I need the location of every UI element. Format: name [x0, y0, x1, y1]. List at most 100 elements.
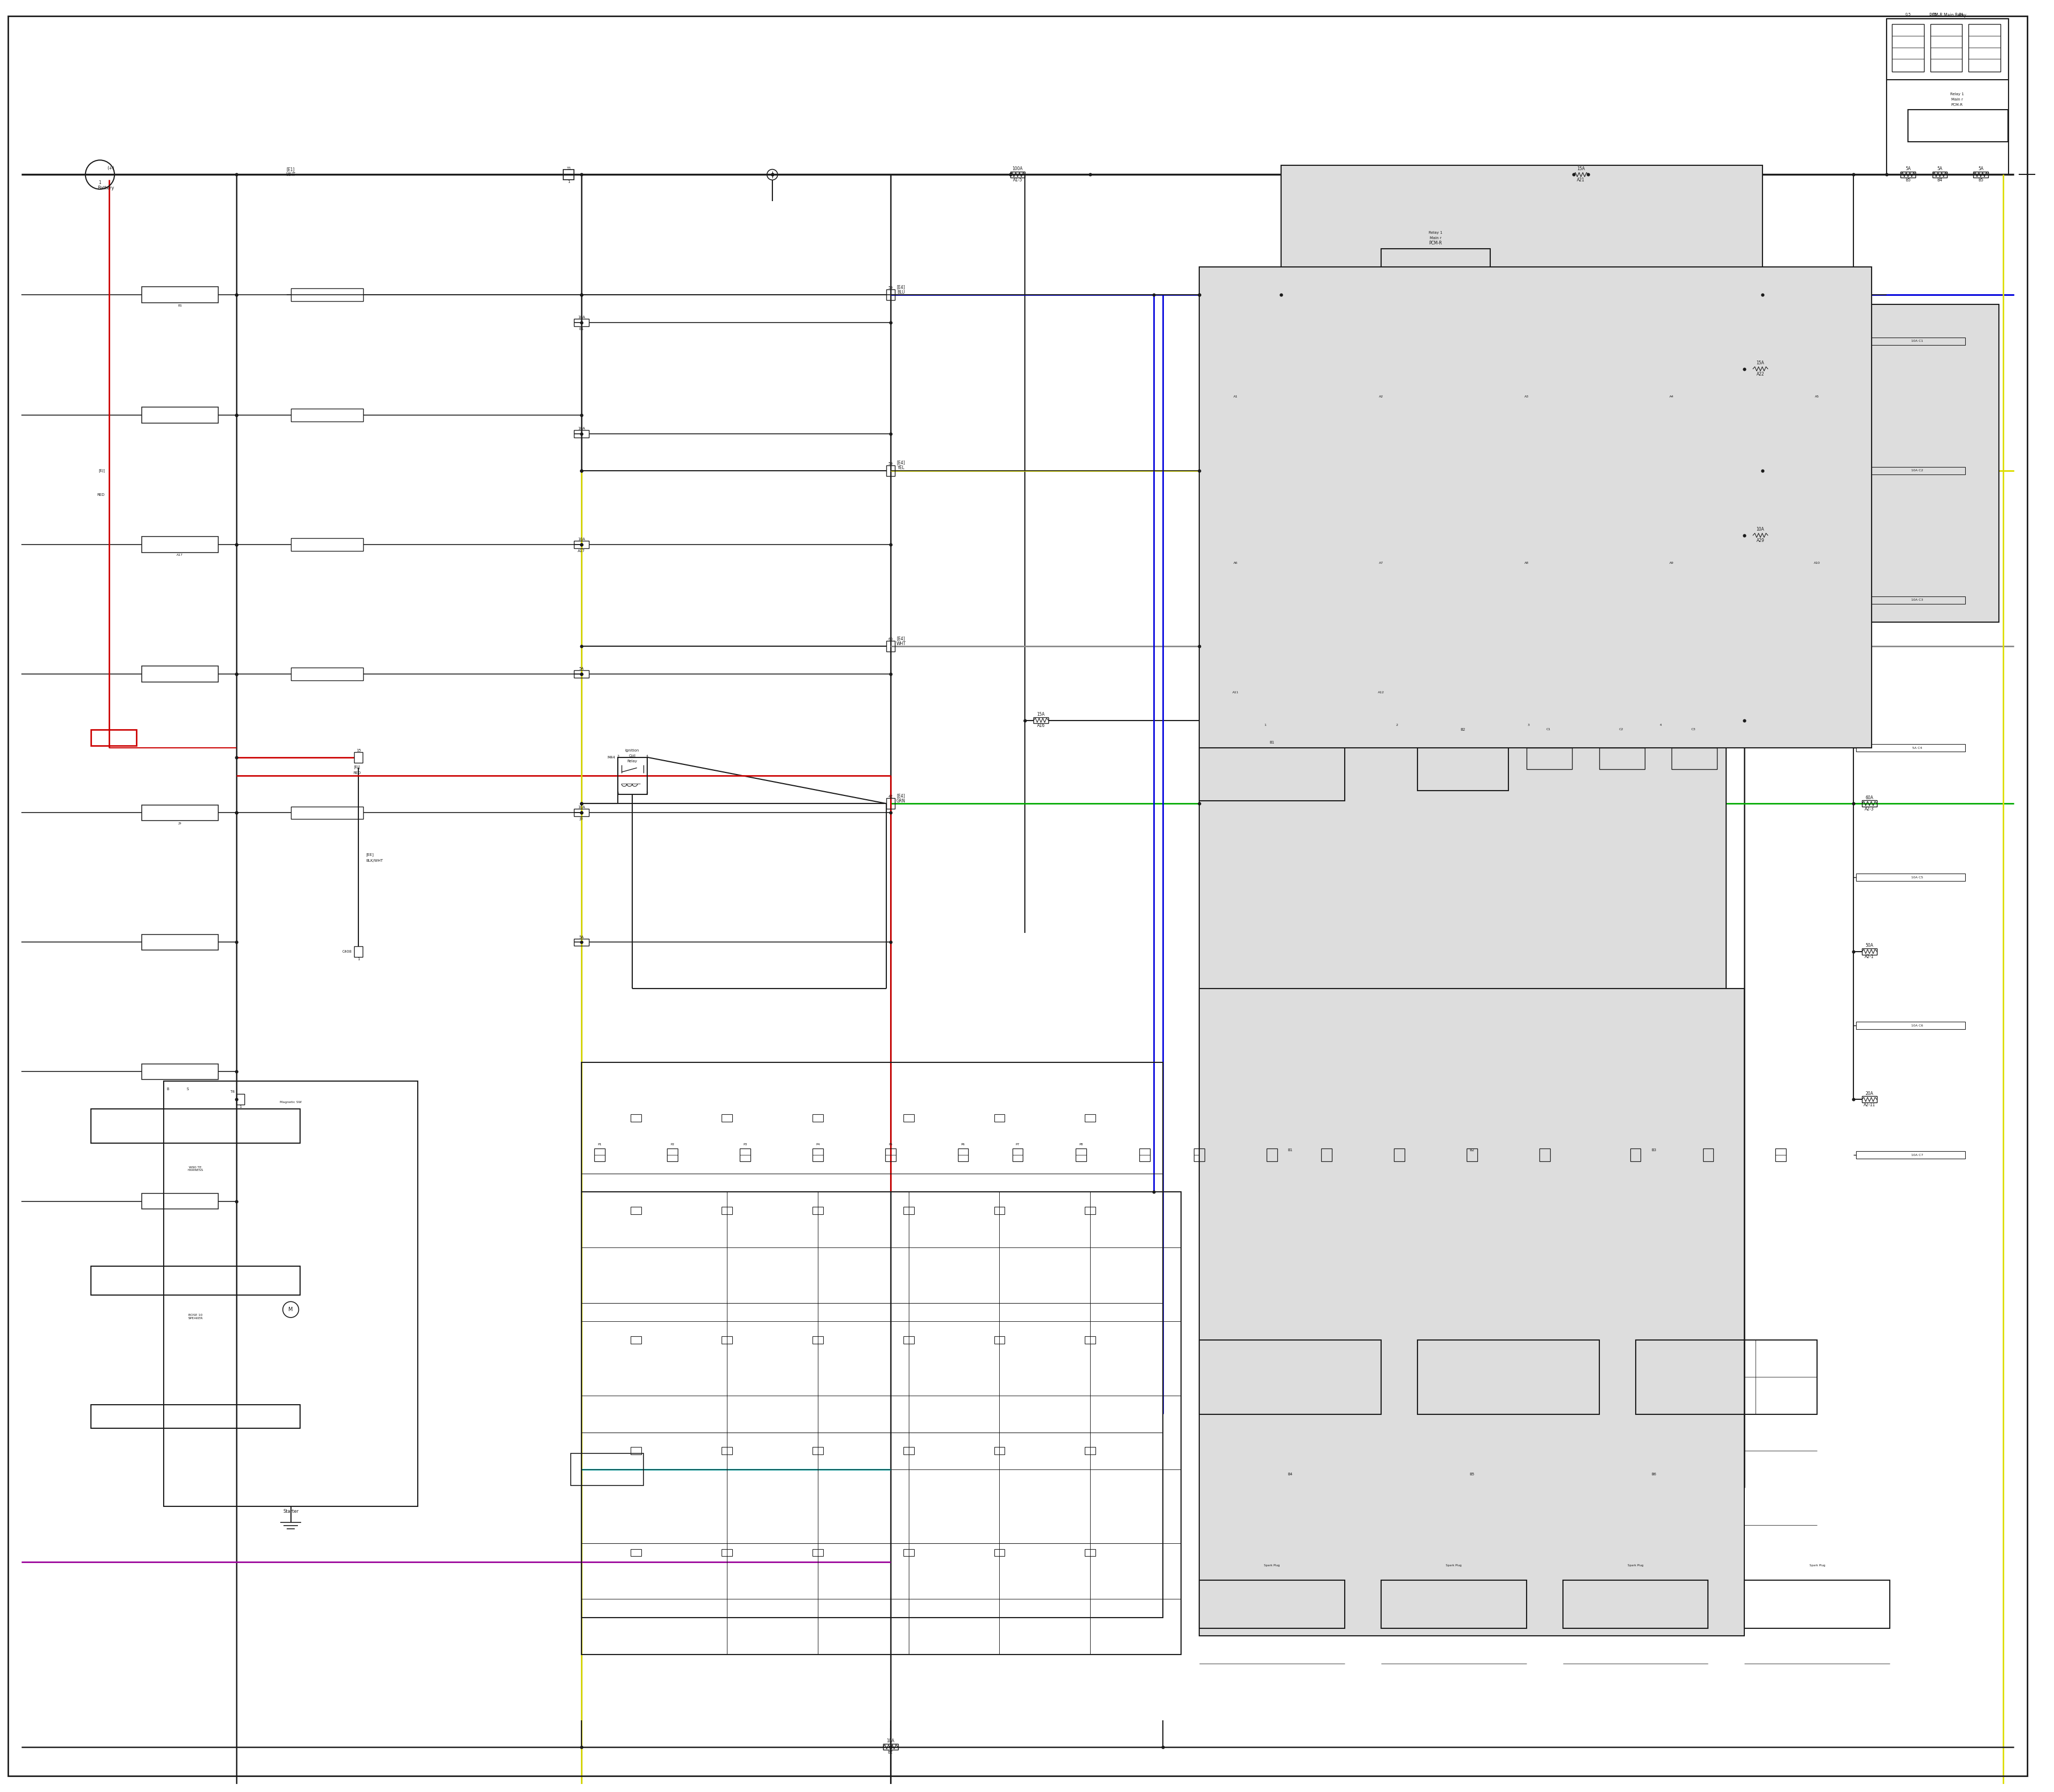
- Text: A3: A3: [1524, 396, 1528, 398]
- Text: J9: J9: [579, 817, 583, 821]
- Bar: [1752, 532, 1768, 539]
- Bar: [164, 1081, 417, 1507]
- Bar: [1752, 366, 1768, 373]
- Bar: [1635, 1340, 1818, 1414]
- Text: Relay: Relay: [626, 760, 637, 763]
- Bar: [994, 1448, 1004, 1455]
- Text: 1: 1: [1263, 724, 1265, 726]
- Text: 10A C2: 10A C2: [1910, 470, 1923, 471]
- Text: 10A: 10A: [577, 315, 585, 319]
- Bar: [668, 1149, 678, 1161]
- Bar: [1085, 1548, 1095, 1555]
- Bar: [1563, 1581, 1709, 1629]
- Text: S: S: [187, 1088, 189, 1091]
- Bar: [1968, 23, 2001, 72]
- Text: A7: A7: [1378, 561, 1382, 564]
- Text: Magnetic SW: Magnetic SW: [279, 1100, 302, 1104]
- Bar: [1033, 717, 1048, 724]
- Text: A9: A9: [1670, 561, 1674, 564]
- Text: B1: B1: [579, 328, 583, 330]
- Text: 15: 15: [355, 749, 362, 753]
- Bar: [1526, 747, 1571, 769]
- Text: Coil: Coil: [629, 754, 635, 758]
- Bar: [885, 797, 896, 808]
- Text: 1: 1: [567, 181, 569, 183]
- Text: Spark Plug: Spark Plug: [1810, 1564, 1826, 1566]
- Bar: [573, 939, 589, 946]
- Bar: [1467, 1149, 1477, 1161]
- Text: 4: 4: [645, 754, 649, 758]
- Bar: [1380, 249, 1489, 290]
- Bar: [142, 934, 218, 950]
- Text: Spark Plug: Spark Plug: [1627, 1564, 1643, 1566]
- Bar: [813, 1337, 824, 1344]
- Bar: [355, 753, 364, 763]
- Text: B5: B5: [1906, 177, 1910, 183]
- Text: 42: 42: [887, 796, 893, 797]
- Text: 3: 3: [616, 754, 618, 758]
- Bar: [1892, 23, 1925, 72]
- Text: Spark Plug: Spark Plug: [1263, 1564, 1280, 1566]
- Bar: [1011, 172, 1025, 177]
- Bar: [142, 667, 218, 683]
- Bar: [1703, 1149, 1713, 1161]
- Text: A2-3: A2-3: [1865, 806, 1873, 812]
- Bar: [904, 1115, 914, 1122]
- Text: 3: 3: [1528, 724, 1530, 726]
- Bar: [631, 1206, 641, 1215]
- Text: C408: C408: [343, 950, 351, 953]
- Text: C2: C2: [1619, 728, 1623, 731]
- Bar: [142, 407, 218, 423]
- Text: 60A: 60A: [1865, 796, 1873, 799]
- Text: [E4]: [E4]: [898, 636, 906, 642]
- Bar: [1076, 1149, 1087, 1161]
- Text: 10A C6: 10A C6: [1910, 1025, 1923, 1027]
- Bar: [573, 670, 589, 677]
- Bar: [1200, 1581, 1345, 1629]
- Text: 1: 1: [357, 957, 359, 961]
- Bar: [994, 1115, 1004, 1122]
- Text: B4: B4: [1960, 13, 1964, 16]
- Bar: [90, 729, 136, 745]
- Bar: [1933, 172, 1947, 177]
- Bar: [1775, 1149, 1787, 1161]
- Bar: [581, 1063, 1163, 1618]
- Bar: [813, 1548, 824, 1555]
- Text: 15A: 15A: [1037, 711, 1045, 717]
- Bar: [721, 1337, 731, 1344]
- Bar: [1267, 1149, 1278, 1161]
- Bar: [573, 808, 589, 817]
- Bar: [90, 1109, 300, 1143]
- Bar: [1200, 729, 1725, 1192]
- Bar: [1582, 287, 1614, 303]
- Text: P3: P3: [744, 1143, 748, 1145]
- Text: P4: P4: [815, 1143, 820, 1145]
- Text: 10A: 10A: [887, 1738, 893, 1744]
- Text: BLK/WHT: BLK/WHT: [366, 858, 382, 862]
- Bar: [1085, 1448, 1095, 1455]
- Text: A5: A5: [1816, 396, 1820, 398]
- Text: Main r: Main r: [1951, 99, 1964, 100]
- Text: A4: A4: [1670, 396, 1674, 398]
- Text: 10A C5: 10A C5: [1910, 876, 1923, 878]
- Text: A6: A6: [1234, 561, 1239, 564]
- Text: 20A: 20A: [1865, 1091, 1873, 1097]
- Text: B4: B4: [1937, 177, 1943, 183]
- Bar: [1631, 1149, 1641, 1161]
- Bar: [1321, 1149, 1331, 1161]
- Bar: [142, 536, 218, 552]
- Text: GRN: GRN: [896, 799, 906, 803]
- Bar: [1380, 1581, 1526, 1629]
- Bar: [1417, 1340, 1600, 1414]
- Text: [EJ]: [EJ]: [99, 470, 105, 473]
- Bar: [1857, 1150, 1966, 1159]
- Text: B1: B1: [1288, 1149, 1292, 1152]
- Text: 60: 60: [887, 638, 893, 642]
- Text: A21: A21: [1577, 177, 1586, 183]
- Bar: [90, 1405, 300, 1428]
- Text: YEL: YEL: [898, 466, 904, 470]
- Text: A11: A11: [1232, 692, 1239, 694]
- Bar: [1200, 1340, 1380, 1414]
- Bar: [1900, 172, 1916, 177]
- Bar: [885, 290, 896, 301]
